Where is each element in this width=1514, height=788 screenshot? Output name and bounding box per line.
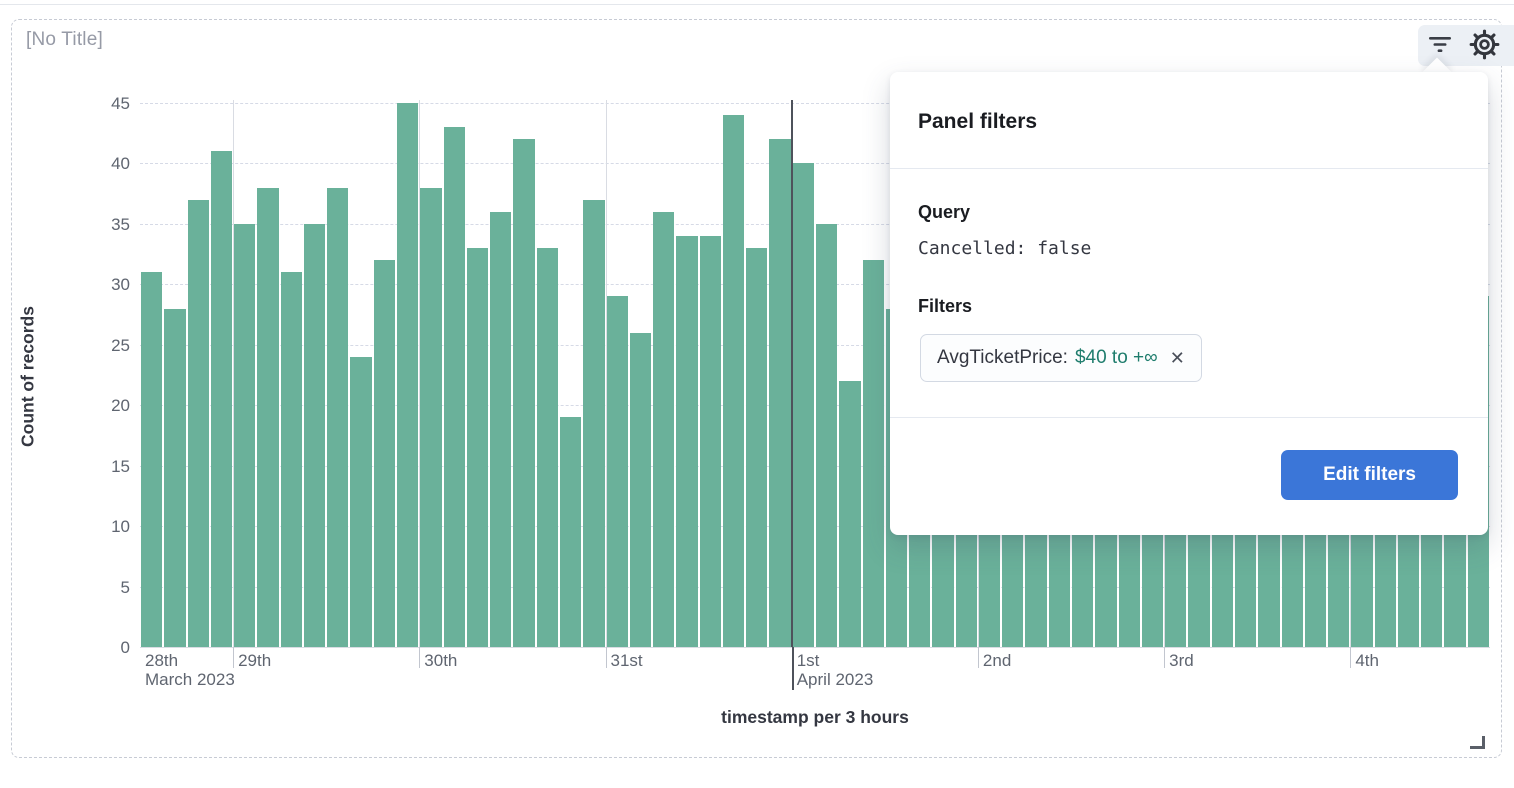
- filter-pill-value: $40 to +∞: [1074, 347, 1158, 368]
- histogram-bar[interactable]: [792, 163, 814, 647]
- day-axis-tick: [1350, 647, 1352, 668]
- panel-title: [No Title]: [26, 29, 103, 50]
- histogram-bar[interactable]: [164, 308, 186, 647]
- remove-filter-icon[interactable]: ✕: [1169, 348, 1185, 368]
- popover-divider: [890, 168, 1488, 169]
- x-axis-title: timestamp per 3 hours: [721, 707, 909, 727]
- histogram-bar[interactable]: [816, 223, 838, 647]
- histogram-bar[interactable]: [839, 381, 861, 647]
- histogram-bar[interactable]: [559, 417, 582, 647]
- filter-icon: [1428, 35, 1452, 57]
- y-gridline: [140, 103, 1490, 104]
- y-gridline: [140, 163, 1490, 165]
- y-axis-title: Count of records: [17, 306, 38, 447]
- y-gridline: [140, 344, 1490, 346]
- x-tick-month-label: April 2023: [796, 670, 874, 689]
- histogram-bar[interactable]: [490, 211, 512, 647]
- y-gridline: [140, 465, 1490, 467]
- histogram-bar[interactable]: [513, 139, 535, 647]
- query-value: Cancelled: false: [918, 238, 1092, 259]
- edit-filters-button[interactable]: Edit filters: [1281, 450, 1458, 500]
- gear-icon: [1469, 29, 1500, 63]
- histogram-bar[interactable]: [676, 235, 698, 647]
- day-gridline: [419, 100, 421, 647]
- histogram-bar[interactable]: [187, 199, 209, 647]
- filters-label: Filters: [918, 296, 973, 316]
- x-tick-label: 2nd: [982, 651, 1012, 670]
- histogram-bar[interactable]: [746, 248, 768, 647]
- x-tick-label: 3rd: [1169, 651, 1194, 670]
- popover-title: Panel filters: [918, 110, 1038, 133]
- day-gridline: [233, 100, 235, 647]
- histogram-bar[interactable]: [373, 260, 396, 647]
- filter-pill-avgticketprice[interactable]: AvgTicketPrice: $40 to +∞ ✕: [920, 334, 1202, 382]
- y-tick-label: 10: [111, 517, 130, 537]
- panel-hover-actions: [1418, 25, 1514, 66]
- y-tick-label: 5: [120, 577, 130, 597]
- x-tick-month-label: March 2023: [145, 670, 235, 689]
- histogram-bar[interactable]: [303, 223, 326, 647]
- panel-resize-handle[interactable]: [1470, 736, 1485, 749]
- y-gridline: [140, 223, 1490, 225]
- histogram-bar[interactable]: [606, 296, 628, 647]
- histogram-bar[interactable]: [327, 187, 349, 647]
- histogram-bar[interactable]: [466, 248, 489, 647]
- y-tick-label: 35: [111, 214, 130, 234]
- month-axis-tick: [791, 647, 794, 690]
- panel-filters-popover: Panel filters Query Cancelled: false Fil…: [890, 72, 1488, 535]
- top-divider: [0, 4, 1514, 5]
- panel-settings-button[interactable]: [1462, 25, 1506, 66]
- histogram-bar[interactable]: [210, 151, 233, 647]
- histogram-bar[interactable]: [280, 272, 302, 647]
- y-tick-label: 30: [111, 275, 130, 295]
- histogram-bar[interactable]: [420, 187, 442, 647]
- day-axis-tick: [977, 647, 979, 668]
- histogram-bar[interactable]: [397, 103, 419, 647]
- y-tick-label: 40: [111, 154, 130, 174]
- x-tick-label: 29th: [238, 651, 272, 670]
- day-axis-tick: [233, 647, 235, 668]
- day-axis-tick: [605, 647, 607, 668]
- histogram-bar[interactable]: [234, 223, 256, 647]
- popover-divider: [890, 417, 1488, 418]
- day-axis-tick: [1164, 647, 1166, 668]
- histogram-bar[interactable]: [583, 199, 605, 647]
- y-gridline: [140, 526, 1490, 528]
- day-gridline: [605, 100, 607, 647]
- y-tick-label: 25: [111, 335, 130, 355]
- x-tick-label: 1st: [796, 651, 820, 670]
- y-gridline: [140, 405, 1490, 407]
- histogram-bar[interactable]: [862, 260, 884, 647]
- y-tick-label: 45: [111, 94, 130, 113]
- histogram-bar[interactable]: [722, 115, 745, 647]
- y-tick-label: 0: [120, 638, 130, 657]
- filter-pill-field: AvgTicketPrice:: [937, 347, 1068, 368]
- x-tick-label: 4th: [1355, 651, 1379, 670]
- x-tick-label: 30th: [424, 651, 458, 670]
- month-boundary-line: [790, 100, 793, 647]
- histogram-bar[interactable]: [350, 356, 372, 647]
- day-axis-tick: [419, 647, 421, 668]
- query-label: Query: [918, 202, 971, 222]
- x-axis-line: [140, 647, 1490, 648]
- y-gridline: [140, 284, 1490, 286]
- panel-filters-button[interactable]: [1418, 25, 1462, 66]
- x-tick-label: 28th: [145, 651, 179, 670]
- y-tick-label: 20: [111, 396, 130, 416]
- histogram-bar[interactable]: [769, 139, 791, 647]
- histogram-bar[interactable]: [629, 332, 652, 647]
- histogram-bar[interactable]: [141, 272, 163, 647]
- y-tick-label: 15: [111, 456, 130, 476]
- histogram-bar[interactable]: [443, 127, 465, 647]
- histogram-bar[interactable]: [536, 248, 558, 647]
- histogram-bar[interactable]: [653, 211, 675, 647]
- y-gridline: [140, 586, 1490, 588]
- histogram-bar[interactable]: [257, 187, 279, 647]
- histogram-bar[interactable]: [699, 235, 721, 647]
- x-tick-label: 31st: [610, 651, 643, 670]
